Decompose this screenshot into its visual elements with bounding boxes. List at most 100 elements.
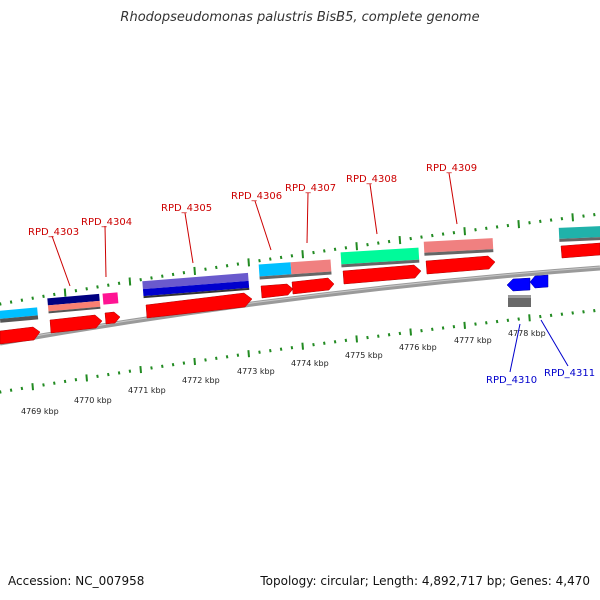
minor-tick <box>279 255 283 260</box>
cds-arrow-forward <box>260 283 294 299</box>
minor-tick <box>506 223 510 228</box>
category-track <box>0 225 600 323</box>
gene-label-text: RPD_4311 <box>544 368 595 379</box>
gene-label-rpd-4307: RPD_4307 <box>285 183 336 244</box>
minor-tick <box>107 372 110 377</box>
minor-tick <box>53 292 56 297</box>
major-tick <box>31 383 34 391</box>
minor-tick <box>420 235 423 239</box>
minor-tick <box>128 369 132 373</box>
gene-category-block <box>258 259 332 280</box>
minor-tick <box>42 383 45 387</box>
minor-tick <box>161 364 164 369</box>
minor-tick <box>182 361 186 365</box>
minor-tick <box>344 246 348 250</box>
gene-category-block <box>142 272 250 299</box>
inner-ticks <box>0 308 596 394</box>
minor-tick <box>150 276 153 280</box>
minor-tick <box>236 353 240 357</box>
minor-tick <box>517 317 520 321</box>
minor-tick <box>377 334 380 338</box>
minor-tick <box>215 265 218 270</box>
minor-tick <box>366 242 369 247</box>
minor-tick <box>431 327 434 332</box>
minor-tick <box>560 312 564 316</box>
minor-tick <box>431 233 434 238</box>
minor-tick <box>53 381 56 385</box>
minor-tick <box>571 311 574 315</box>
major-tick <box>571 213 574 222</box>
minor-tick <box>258 259 261 263</box>
major-tick <box>139 366 142 374</box>
accession-text: Accession: NC_007958 <box>8 574 145 588</box>
minor-tick <box>139 278 142 282</box>
minor-tick <box>236 262 240 266</box>
cds-arrow-forward <box>145 292 253 319</box>
major-tick <box>63 288 67 297</box>
gene-category-block <box>558 225 600 242</box>
minor-tick <box>269 348 272 353</box>
minor-tick <box>485 226 488 231</box>
minor-tick <box>171 272 175 277</box>
cds-arrow-forward <box>49 314 103 334</box>
gene-label-rpd-4306: RPD_4306 <box>231 191 282 251</box>
gene-category-block <box>508 295 531 307</box>
minor-tick <box>333 247 337 252</box>
major-tick <box>85 374 88 382</box>
gene-label-text: RPD_4309 <box>426 163 477 174</box>
cds-arrow-forward <box>425 255 496 275</box>
genome-summary-text: Topology: circular; Length: 4,892,717 bp… <box>260 574 590 588</box>
gene-category-block <box>423 238 494 256</box>
minor-tick <box>485 321 488 325</box>
minor-tick <box>312 250 315 255</box>
major-tick <box>528 314 531 322</box>
minor-tick <box>441 326 445 330</box>
tick-label: 4778 kbp <box>508 329 546 338</box>
minor-tick <box>107 283 110 287</box>
minor-tick <box>9 300 13 304</box>
minor-tick <box>560 216 564 221</box>
minor-tick <box>474 228 477 232</box>
minor-tick <box>290 345 294 350</box>
minor-tick <box>377 241 380 245</box>
minor-tick <box>549 218 553 222</box>
gene-label-rpd-4311: RPD_4311 <box>540 319 595 379</box>
minor-tick <box>42 294 45 299</box>
map-title: Rhodopseudomonas palustris BisB5, comple… <box>120 10 480 25</box>
gene-category-block <box>102 292 119 305</box>
tick-label: 4769 kbp <box>21 407 59 416</box>
minor-tick <box>312 343 315 347</box>
gene-label-text: RPD_4308 <box>346 174 397 185</box>
tick-label: 4774 kbp <box>291 359 329 368</box>
minor-tick <box>204 267 207 271</box>
minor-tick <box>96 374 99 378</box>
minor-tick <box>63 379 67 384</box>
major-tick <box>301 342 304 350</box>
minor-tick <box>258 350 261 354</box>
gene-label-rpd-4303: RPD_4303 <box>28 227 79 287</box>
minor-tick <box>452 230 456 235</box>
major-tick <box>355 335 358 343</box>
outer-tick-track <box>0 213 596 306</box>
minor-tick <box>528 221 531 225</box>
gene-label-text: RPD_4310 <box>486 375 537 386</box>
minor-tick <box>539 314 542 319</box>
minor-tick <box>20 386 24 391</box>
minor-tick <box>323 341 326 345</box>
tick-label: 4775 kbp <box>345 351 383 360</box>
major-tick <box>463 227 466 236</box>
gene-category-block <box>0 307 39 323</box>
gene-label-text: RPD_4303 <box>28 227 79 238</box>
minor-tick <box>225 355 229 359</box>
gene-label-text: RPD_4307 <box>285 183 336 194</box>
minor-tick <box>0 302 2 306</box>
minor-tick <box>279 347 283 351</box>
minor-tick <box>593 308 596 313</box>
minor-tick <box>74 377 78 382</box>
minor-tick <box>441 232 445 236</box>
major-tick <box>409 328 412 336</box>
minor-tick <box>323 249 326 253</box>
minor-tick <box>398 331 402 336</box>
minor-tick <box>171 362 175 367</box>
